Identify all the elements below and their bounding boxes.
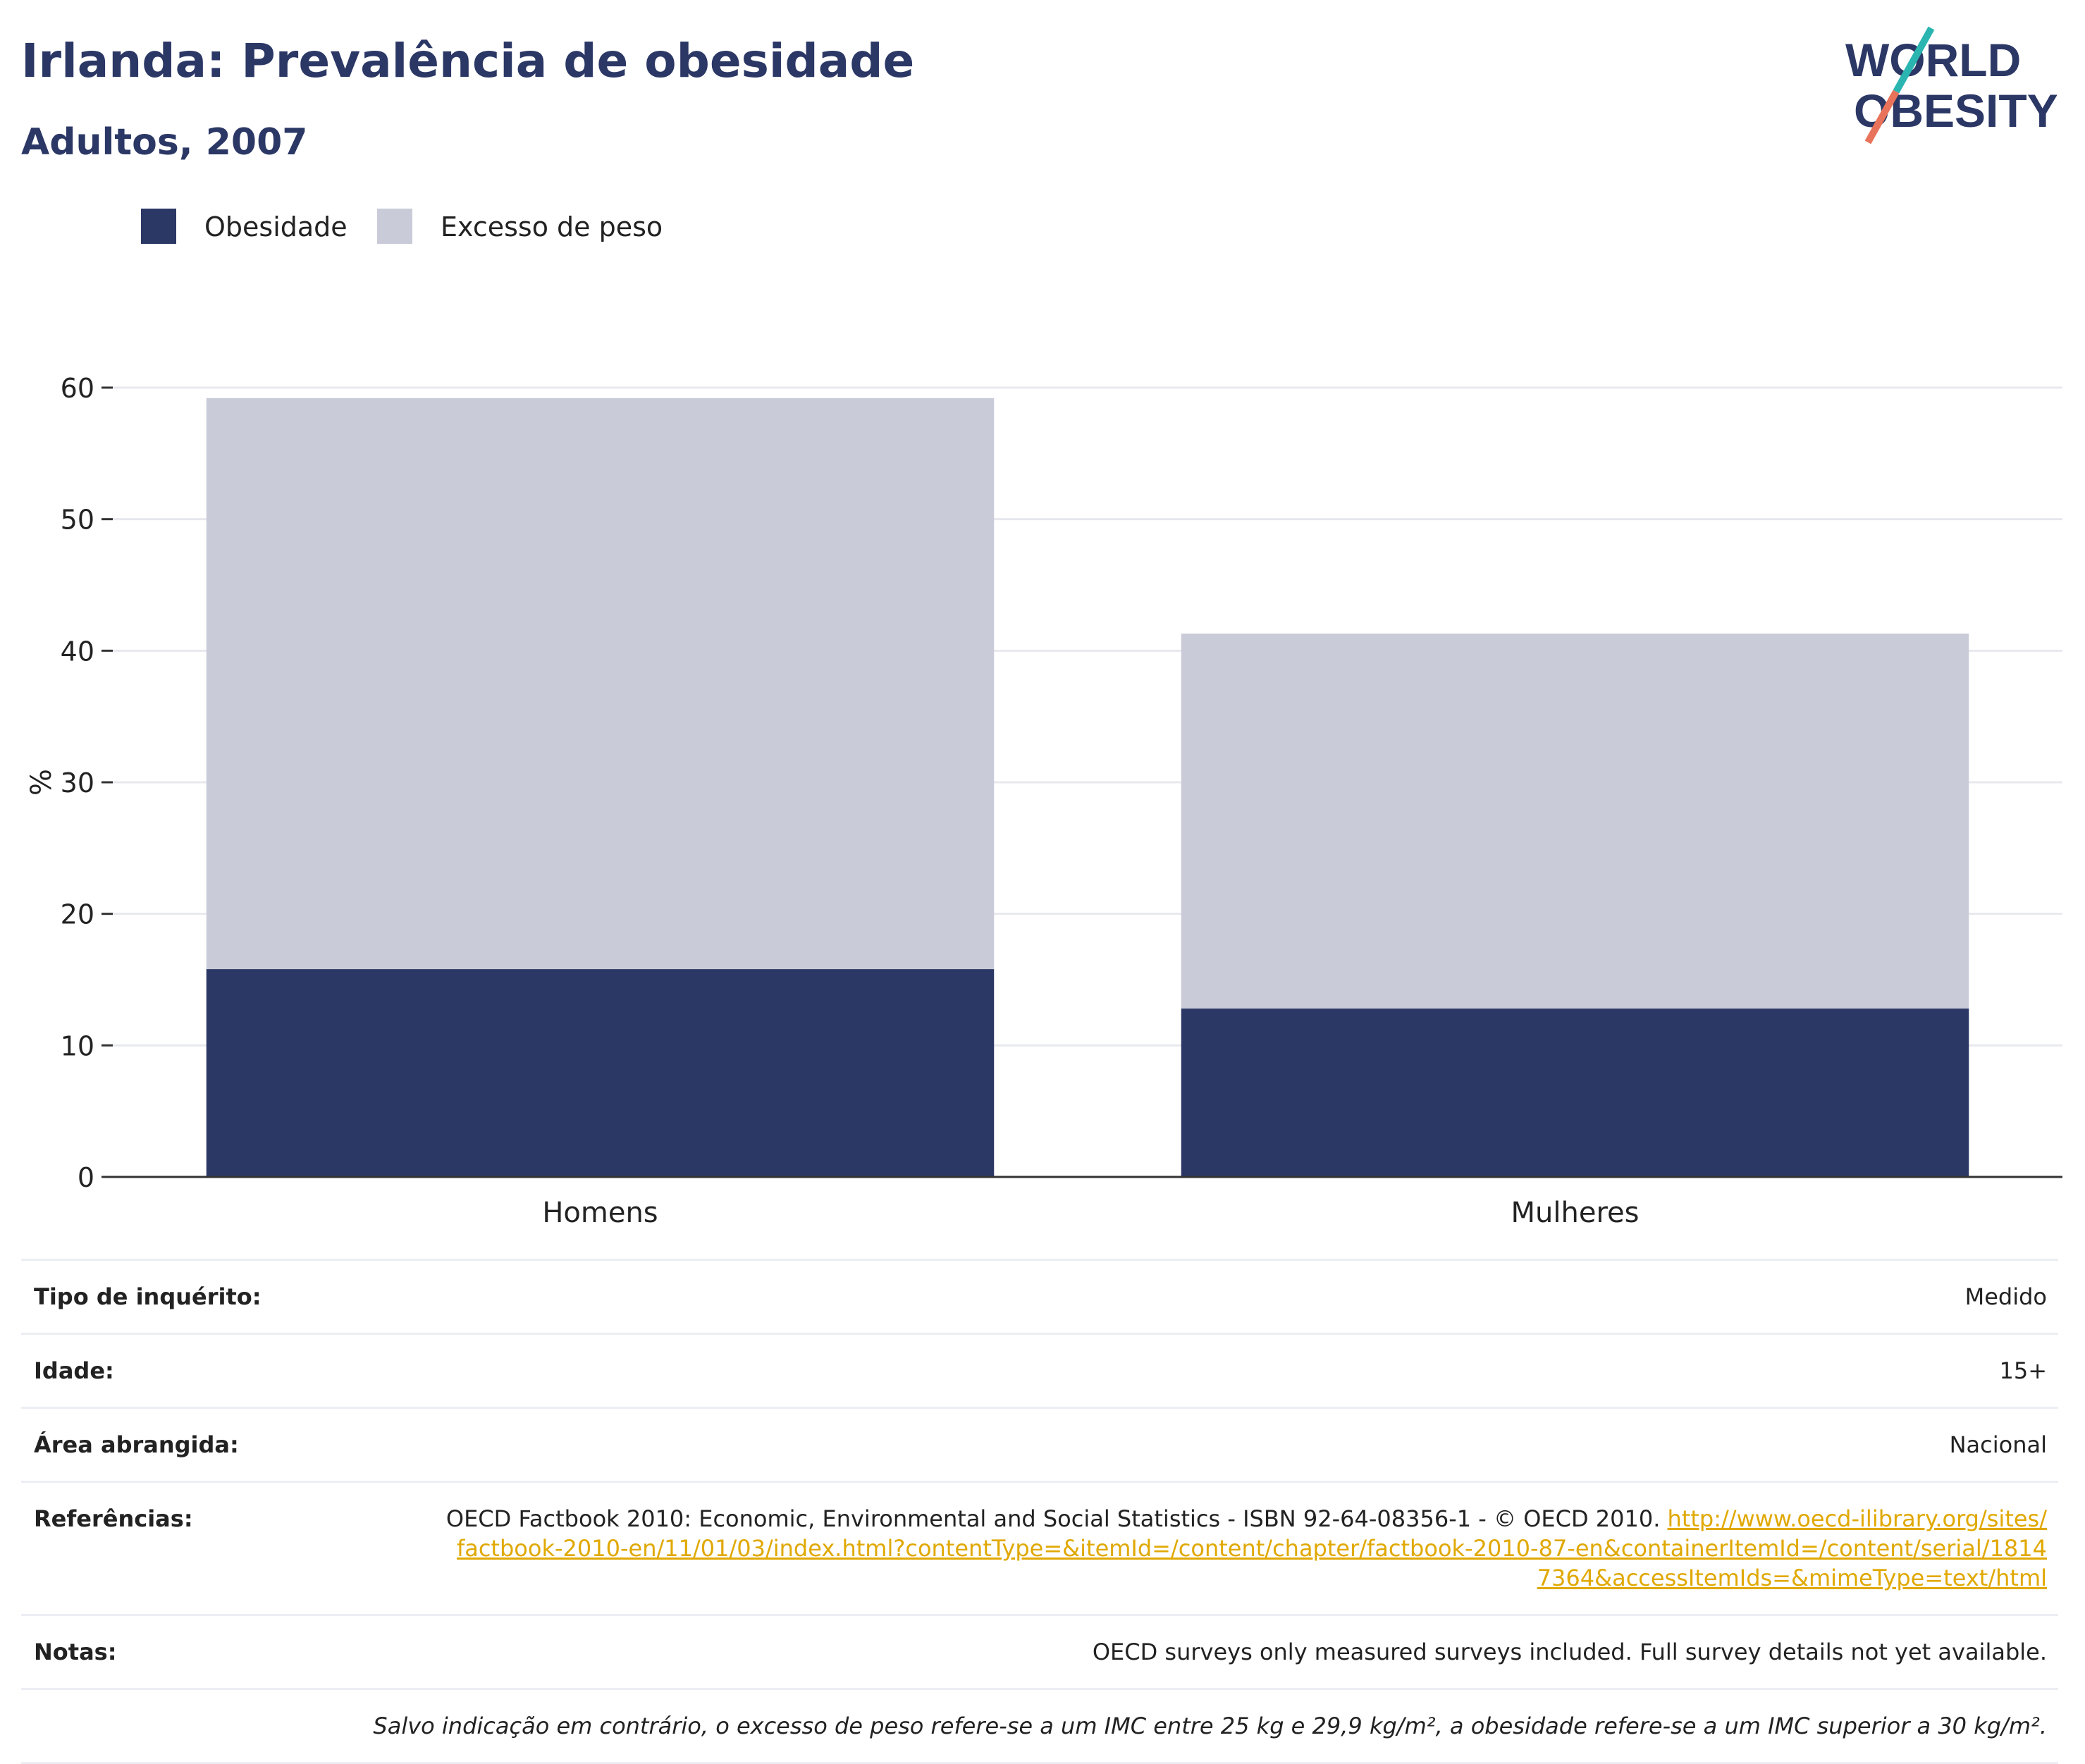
bar-excesso-de-peso-homens — [206, 397, 995, 970]
meta-value: 15+ — [1999, 1357, 2047, 1384]
page-title: Irlanda: Prevalência de obesidade — [21, 34, 915, 88]
references-link[interactable]: http://www.oecd-ilibrary.org/sites/factb… — [456, 1505, 2047, 1591]
meta-row-references: Referências: OECD Factbook 2010: Economi… — [21, 1481, 2058, 1614]
meta-row-notes: Notas: OECD surveys only measured survey… — [21, 1614, 2058, 1688]
legend-swatch — [377, 209, 412, 244]
world-obesity-logo: WORLD OBESITY — [1845, 26, 2058, 144]
meta-value: Nacional — [1949, 1431, 2047, 1458]
legend-label: Excesso de peso — [441, 211, 663, 242]
y-tick-label: 40 — [61, 636, 94, 667]
page-subtitle: Adultos, 2007 — [21, 121, 308, 164]
meta-value: Medido — [1964, 1283, 2047, 1310]
bar-chart: 0 10 20 30 40 50 60% Homens Mulheres — [25, 373, 2062, 1226]
meta-label: Tipo de inquérito: — [34, 1283, 262, 1310]
bar-obesidade-mulheres — [1181, 1009, 1969, 1177]
meta-label: Área abrangida: — [34, 1431, 239, 1458]
legend-swatch — [141, 209, 176, 244]
bar-obesidade-homens — [206, 969, 995, 1177]
x-tick-label: Mulheres — [1511, 1197, 1640, 1226]
y-tick-label: 20 — [61, 899, 94, 930]
x-tick-label: Homens — [542, 1197, 658, 1226]
meta-row-area: Área abrangida: Nacional — [21, 1407, 2058, 1481]
meta-label: Referências: — [34, 1505, 193, 1532]
svg-text:WORLD: WORLD — [1845, 34, 2021, 86]
meta-value: OECD surveys only measured surveys inclu… — [1092, 1639, 2047, 1665]
meta-value: OECD Factbook 2010: Economic, Environmen… — [21, 1483, 2058, 1614]
meta-row-footnote: Salvo indicação em contrário, o excesso … — [21, 1688, 2058, 1764]
bar-excesso-de-peso-mulheres — [1181, 634, 1969, 1009]
references-text: OECD Factbook 2010: Economic, Environmen… — [445, 1505, 1668, 1532]
y-axis-label: % — [25, 769, 58, 796]
meta-label: Idade: — [34, 1357, 114, 1384]
y-tick-label: 10 — [61, 1030, 94, 1061]
survey-details-table: Tipo de inquérito: Medido Idade: 15+ Áre… — [21, 1259, 2058, 1764]
legend-label: Obesidade — [204, 211, 348, 242]
footnote: Salvo indicação em contrário, o excesso … — [21, 1690, 2058, 1764]
y-tick-label: 30 — [61, 767, 94, 798]
meta-row-age: Idade: 15+ — [21, 1333, 2058, 1407]
y-tick-label: 50 — [61, 505, 94, 536]
y-tick-label: 0 — [78, 1162, 94, 1193]
y-tick-label: 60 — [61, 373, 94, 404]
meta-label: Notas: — [34, 1639, 117, 1665]
meta-row-survey-type: Tipo de inquérito: Medido — [21, 1259, 2058, 1333]
